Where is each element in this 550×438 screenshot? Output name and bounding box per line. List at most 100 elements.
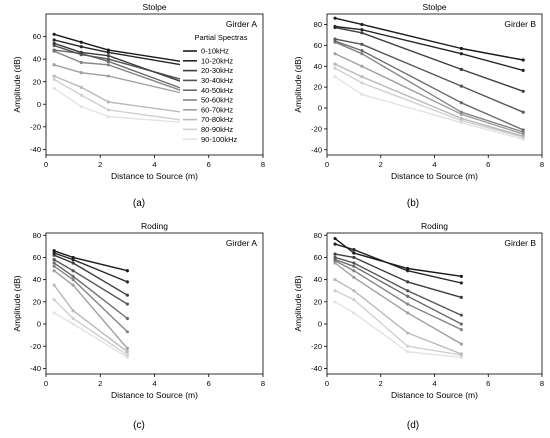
- data-point: [79, 60, 83, 65]
- legend-label: 90-100kHz: [201, 135, 238, 144]
- series-line: [334, 67, 524, 138]
- data-point: [333, 66, 337, 70]
- legend-entry: 70-80kHz: [183, 115, 233, 124]
- y-tick-label: 20: [314, 83, 322, 92]
- data-point: [459, 281, 463, 285]
- x-tick-label: 0: [325, 160, 329, 169]
- series-50-60kHz: [52, 49, 184, 93]
- data-point: [52, 298, 56, 302]
- chart-title: Stolpe: [422, 2, 446, 12]
- series-line: [53, 250, 128, 272]
- series-50-60kHz: [333, 259, 463, 332]
- x-tick-label: 4: [152, 379, 156, 388]
- y-tick-label: 60: [314, 253, 322, 262]
- data-point: [352, 264, 356, 268]
- data-point: [360, 42, 364, 46]
- data-point: [360, 22, 364, 27]
- data-point: [459, 110, 463, 114]
- data-point: [459, 342, 463, 346]
- data-point: [352, 269, 356, 273]
- series-line: [53, 50, 182, 92]
- series-line: [53, 284, 128, 353]
- data-point: [106, 115, 110, 119]
- y-tick-label: -20: [30, 342, 41, 351]
- series-line: [54, 49, 182, 90]
- data-point: [79, 40, 83, 44]
- y-tick-label: 80: [314, 20, 322, 29]
- data-point: [71, 283, 75, 287]
- legend-background: [180, 36, 262, 146]
- data-point: [125, 302, 129, 306]
- series-70-80kHz: [333, 278, 463, 356]
- data-point: [352, 261, 356, 265]
- y-axis-label: Amplitude (dB): [12, 56, 22, 112]
- data-point: [459, 67, 463, 71]
- data-point: [333, 16, 337, 20]
- x-tick-label: 2: [98, 379, 102, 388]
- data-point: [333, 289, 337, 293]
- series-line: [334, 260, 462, 331]
- x-tick-label: 2: [98, 160, 102, 169]
- series-70-80kHz: [52, 283, 129, 354]
- y-tick-label: -40: [30, 145, 41, 154]
- data-point: [52, 261, 56, 265]
- legend-label: 20-30kHz: [201, 66, 233, 75]
- data-point: [352, 248, 356, 252]
- series-60-70kHz: [333, 261, 463, 346]
- series-line: [334, 256, 462, 316]
- data-point: [71, 255, 75, 260]
- data-point: [79, 93, 83, 97]
- series-line: [53, 33, 182, 63]
- legend-entry: 60-70kHz: [183, 105, 233, 114]
- data-point: [106, 59, 110, 63]
- x-tick-label: 0: [325, 379, 329, 388]
- y-tick-label: 0: [37, 100, 41, 109]
- legend-entry: 10-20kHz: [183, 56, 233, 65]
- legend-label: 60-70kHz: [201, 105, 233, 114]
- data-point: [406, 289, 410, 293]
- series-line: [53, 42, 182, 83]
- x-tick-label: 0: [44, 160, 48, 169]
- y-axis-label: Amplitude (dB): [12, 275, 22, 331]
- series-line: [334, 258, 462, 325]
- data-point: [52, 32, 56, 36]
- series-60-70kHz: [333, 52, 525, 136]
- panel-caption: (b): [407, 198, 419, 209]
- data-point: [52, 41, 56, 45]
- x-tick-label: 8: [261, 160, 265, 169]
- legend-label: 0-10kHz: [201, 47, 229, 56]
- legend-label: 10-20kHz: [201, 56, 233, 65]
- legend-label: 30-40kHz: [201, 76, 233, 85]
- data-point: [459, 52, 463, 56]
- x-tick-label: 8: [540, 160, 544, 169]
- series-10-20kHz: [52, 251, 129, 284]
- data-point: [125, 293, 129, 297]
- data-point: [333, 258, 337, 262]
- panel-annotation: Girder A: [226, 19, 258, 29]
- panel-annotation: Girder B: [504, 19, 536, 29]
- data-point: [406, 331, 410, 335]
- data-point: [71, 269, 75, 273]
- data-point: [125, 353, 129, 357]
- data-point: [521, 110, 525, 114]
- x-tick-label: 6: [207, 160, 211, 169]
- series-line: [334, 38, 524, 113]
- data-point: [459, 101, 463, 105]
- legend-entry: 80-90kHz: [183, 125, 233, 134]
- series-line: [334, 26, 524, 92]
- y-tick-label: 0: [37, 320, 41, 329]
- data-point: [52, 269, 56, 273]
- chart-panel-4: Roding Girder B 0 2 4 6 8 -40 -20 0 20 40 60 80 Distan…: [293, 221, 544, 400]
- series-90-100kHz: [52, 86, 184, 124]
- y-tick-label: -40: [30, 364, 41, 373]
- data-point: [352, 289, 356, 293]
- x-tick-label: 2: [379, 379, 383, 388]
- chart-title: Roding: [421, 221, 448, 231]
- series-30-40kHz: [333, 37, 525, 114]
- chart-panel-3: Roding Girder A 0 2 4 6 8 -40 -20 0 20 40 60 80 Distan…: [12, 221, 265, 400]
- data-point: [459, 313, 463, 317]
- data-point: [125, 316, 129, 321]
- series-30-40kHz: [333, 255, 463, 317]
- series-line: [334, 53, 524, 135]
- y-tick-label: 20: [33, 77, 41, 86]
